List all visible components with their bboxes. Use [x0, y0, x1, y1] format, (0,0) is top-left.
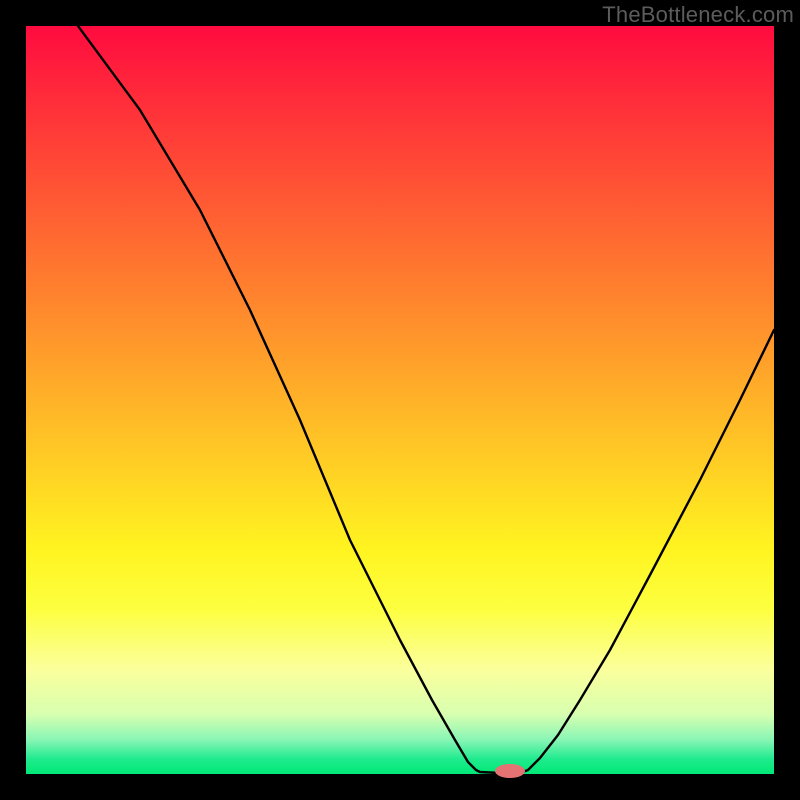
chart-frame: TheBottleneck.com	[0, 0, 800, 800]
plot-area	[26, 26, 774, 774]
min-marker	[495, 764, 525, 778]
watermark-text: TheBottleneck.com	[602, 2, 794, 28]
chart-svg	[0, 0, 800, 800]
